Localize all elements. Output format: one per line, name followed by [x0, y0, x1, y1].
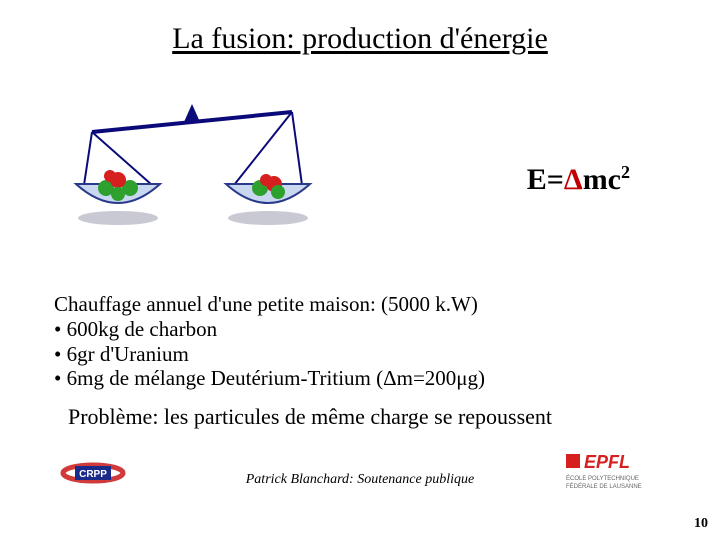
- bullet-3: • 6mg de mélange Deutérium-Tritium (Δm=2…: [54, 366, 485, 391]
- energy-equation: E=Δmc2: [527, 162, 630, 197]
- body-text: Chauffage annuel d'une petite maison: (5…: [54, 292, 485, 391]
- eq-prefix: E=: [527, 163, 564, 196]
- body-intro: Chauffage annuel d'une petite maison: (5…: [54, 292, 485, 317]
- page-number: 10: [694, 516, 708, 532]
- eq-delta: Δ: [564, 163, 583, 196]
- problem-line: Problème: les particules de même charge …: [68, 404, 552, 430]
- eq-exponent: 2: [621, 162, 630, 182]
- bullet-1-text: 600kg de charbon: [67, 317, 217, 341]
- bullet-2-text: 6gr d'Uranium: [67, 342, 189, 366]
- page-title: La fusion: production d'énergie: [0, 0, 720, 56]
- svg-text:EPFL: EPFL: [584, 452, 630, 472]
- balance-diagram: [62, 92, 322, 232]
- bullet-3-text: 6mg de mélange Deutérium-Tritium (Δm=200…: [67, 366, 485, 390]
- footer-text: Patrick Blanchard: Soutenance publique: [0, 472, 720, 488]
- bullet-2: • 6gr d'Uranium: [54, 342, 485, 367]
- bullet-1: • 600kg de charbon: [54, 317, 485, 342]
- eq-suffix: mc: [583, 163, 621, 196]
